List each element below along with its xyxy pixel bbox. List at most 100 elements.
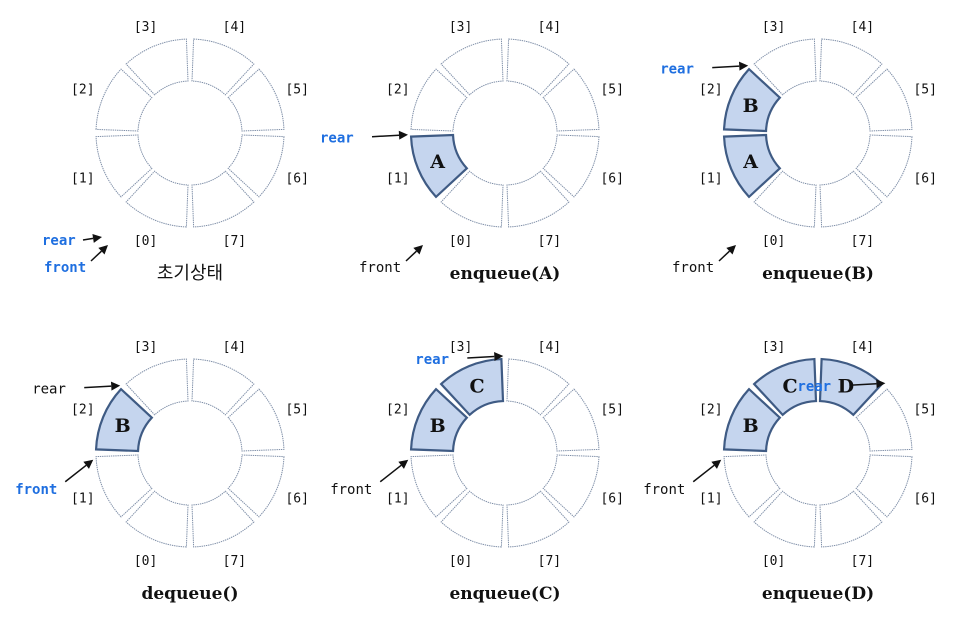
queue-slot-0 (753, 170, 817, 228)
index-label-3: [3] (134, 20, 157, 35)
slot-letter: A (429, 151, 445, 173)
queue-slot-2 (722, 387, 782, 453)
queue-slot-5 (855, 68, 913, 132)
front-arrow (90, 245, 108, 262)
index-label-6: [6] (600, 491, 623, 506)
index-label-7: [7] (538, 554, 561, 569)
queue-panel-3: A B [0] [1] [2] [3] [4] [5] [6] [7] rear front enque… (660, 20, 937, 284)
index-label-7: [7] (223, 234, 246, 249)
queue-slot-1 (409, 133, 469, 199)
index-label-4: [4] (538, 340, 561, 355)
front-arrow (718, 245, 736, 262)
queue-slot-5 (542, 388, 600, 452)
panel-caption: dequeue() (141, 584, 238, 604)
index-label-7: [7] (223, 554, 246, 569)
index-label-7: [7] (851, 554, 874, 569)
index-label-3: [3] (762, 20, 785, 35)
queue-slot-5 (227, 68, 285, 132)
index-label-5: [5] (600, 83, 623, 98)
queue-slot-2 (722, 67, 782, 133)
front-pointer-label: front (672, 260, 714, 276)
slot-letter: A (742, 151, 758, 173)
rear-pointer-label: rear (797, 379, 831, 395)
queue-slot-4 (506, 38, 570, 96)
queue-slot-5 (227, 388, 285, 452)
queue-slot-6 (227, 134, 285, 198)
queue-slot-1 (723, 454, 781, 518)
queue-slot-7 (191, 490, 255, 548)
queue-slot-3 (753, 38, 817, 96)
front-arrow (692, 459, 722, 483)
panel-caption: enqueue(B) (762, 264, 874, 284)
queue-panel-6: B C D [0] [1] [2] [3] [4] [5] [6] [7] rear front enqu… (643, 340, 937, 604)
index-label-1: [1] (386, 171, 409, 186)
queue-slot-0 (440, 170, 504, 228)
queue-slot-6 (542, 454, 600, 518)
rear-pointer-label: rear (42, 233, 76, 249)
front-arrow (64, 459, 94, 483)
slot-letter: B (115, 415, 131, 437)
queue-slot-6 (227, 454, 285, 518)
index-label-6: [6] (913, 171, 936, 186)
rear-pointer-label: rear (320, 131, 354, 147)
front-pointer-label: front (44, 260, 86, 276)
index-label-2: [2] (71, 403, 94, 418)
queue-slot-2 (94, 387, 154, 453)
queue-slot-2 (95, 68, 153, 132)
index-label-1: [1] (71, 491, 94, 506)
queue-slot-3 (439, 357, 505, 417)
rear-pointer-label: rear (32, 382, 66, 398)
index-label-3: [3] (134, 340, 157, 355)
index-label-5: [5] (285, 83, 308, 98)
queue-slot-7 (506, 490, 570, 548)
index-label-5: [5] (600, 403, 623, 418)
queue-slot-7 (819, 170, 883, 228)
slot-letter: C (470, 376, 485, 398)
index-label-6: [6] (285, 491, 308, 506)
queue-slot-1 (722, 133, 782, 199)
slot-letter: B (743, 415, 759, 437)
index-label-2: [2] (386, 83, 409, 98)
index-label-4: [4] (851, 340, 874, 355)
index-label-5: [5] (913, 83, 936, 98)
index-label-6: [6] (285, 171, 308, 186)
panel-caption: enqueue(A) (450, 264, 561, 284)
index-label-5: [5] (285, 403, 308, 418)
front-arrow (379, 459, 409, 483)
queue-slot-2 (409, 387, 469, 453)
queue-slot-5 (855, 388, 913, 452)
index-label-2: [2] (699, 83, 722, 98)
queue-slot-2 (410, 68, 468, 132)
front-pointer-label: front (643, 482, 685, 498)
panel-caption: enqueue(D) (762, 584, 874, 604)
index-label-0: [0] (134, 234, 157, 249)
rear-arrow (467, 352, 504, 362)
front-pointer-label: front (359, 260, 401, 276)
queue-slot-1 (410, 454, 468, 518)
queue-slot-7 (191, 170, 255, 228)
slot-letter: C (783, 376, 798, 398)
queue-slot-0 (125, 490, 189, 548)
queue-slot-7 (506, 170, 570, 228)
index-label-1: [1] (386, 491, 409, 506)
queue-slot-3 (440, 38, 504, 96)
queue-slot-3 (125, 358, 189, 416)
queue-slot-6 (542, 134, 600, 198)
index-label-0: [0] (134, 554, 157, 569)
queue-slot-1 (95, 454, 153, 518)
queue-panel-2: A [0] [1] [2] [3] [4] [5] [6] [7] rear front enqueu… (320, 20, 624, 284)
index-label-0: [0] (449, 234, 472, 249)
index-label-5: [5] (913, 403, 936, 418)
index-label-1: [1] (699, 491, 722, 506)
queue-panel-1: [0] [1] [2] [3] [4] [5] [6] [7] rear front 초기상태 (42, 20, 309, 284)
queue-slot-4 (191, 38, 255, 96)
queue-slot-4 (819, 38, 883, 96)
queue-slot-3 (752, 357, 818, 417)
queue-slot-4 (191, 358, 255, 416)
slot-letter: B (743, 95, 759, 117)
queue-slot-0 (125, 170, 189, 228)
rear-pointer-label: rear (415, 352, 449, 368)
rear-arrow (712, 61, 749, 71)
queue-slot-0 (440, 490, 504, 548)
